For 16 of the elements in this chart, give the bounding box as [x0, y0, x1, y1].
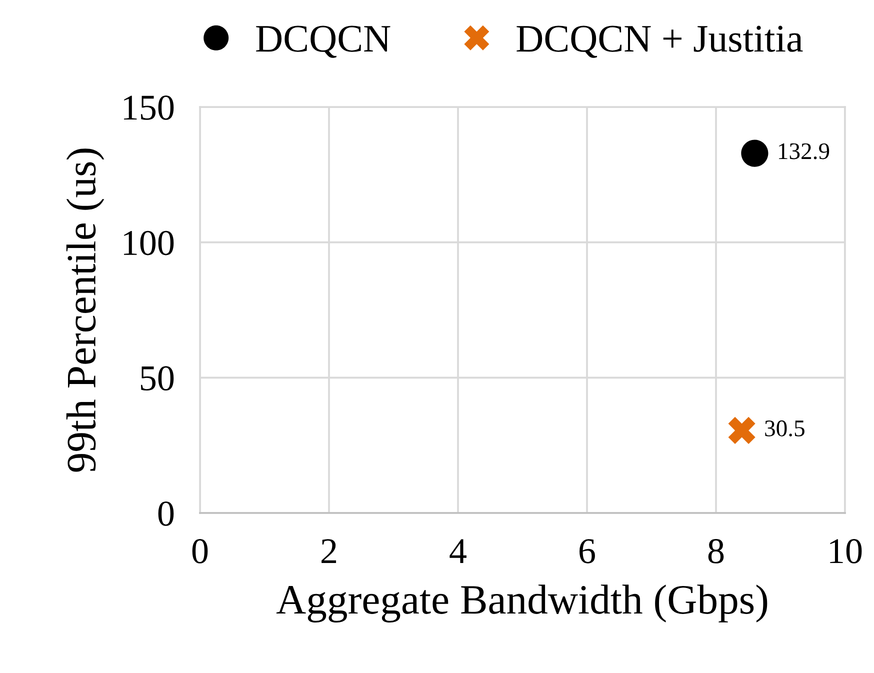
- y-tick-label: 100: [124, 230, 174, 256]
- data-label: 30.5: [765, 420, 804, 436]
- y-axis-title: 99th Percentile (us): [66, 148, 104, 472]
- x-axis-title: Aggregate Bandwidth (Gbps): [276, 584, 768, 623]
- x-tick-label: 4: [450, 539, 466, 564]
- y-tick-label: 150: [124, 96, 174, 120]
- x-tick-label: 8: [708, 539, 724, 564]
- x-tick-label: 2: [322, 539, 336, 564]
- x-tick-label: 0: [192, 539, 208, 564]
- y-tick-label: 0: [158, 502, 174, 526]
- x-tick-label: 6: [580, 539, 595, 564]
- legend-label: DCQCN: [256, 26, 390, 58]
- data-label: 132.9: [779, 143, 830, 160]
- legend-label: DCQCN + Justitia: [516, 26, 803, 58]
- y-tick-label: 50: [140, 366, 174, 391]
- x-tick-label: 10: [830, 539, 862, 564]
